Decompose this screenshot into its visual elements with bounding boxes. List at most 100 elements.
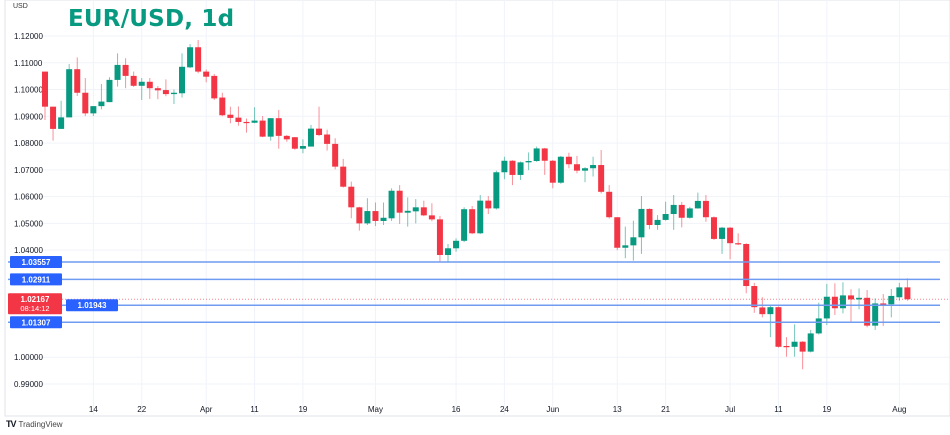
candle-body-down bbox=[606, 191, 613, 218]
candle-body-down bbox=[565, 156, 572, 165]
price-tick-label: 1.06000 bbox=[14, 193, 43, 202]
candle-body-down bbox=[243, 121, 250, 124]
candle-body-up bbox=[493, 172, 500, 209]
candle-body-up bbox=[896, 287, 903, 298]
candle-body-up bbox=[872, 303, 879, 326]
price-tick-label: 1.07000 bbox=[14, 166, 43, 175]
candle-body-up bbox=[590, 165, 597, 169]
candle-body-up bbox=[719, 227, 726, 239]
candle-body-up bbox=[58, 117, 65, 129]
price-tick-label: 1.04000 bbox=[14, 246, 43, 255]
tradingview-branding[interactable]: TV TradingView bbox=[6, 419, 63, 429]
horizontal-levels[interactable]: 1.03557 1.02911 1.01943 1.01307 1.0216708:14… bbox=[8, 256, 950, 329]
candle-body-up bbox=[299, 146, 306, 149]
candle-body-down bbox=[751, 286, 758, 308]
candle-body-down bbox=[799, 341, 806, 352]
last-price-badge bbox=[8, 293, 62, 315]
price-tick-label: 1.00000 bbox=[14, 353, 43, 362]
chart-title: EUR/USD, 1d bbox=[68, 6, 235, 32]
candle-body-down bbox=[573, 164, 580, 171]
candle-body-down bbox=[702, 200, 709, 218]
candle-body-up bbox=[888, 295, 895, 305]
candles bbox=[42, 40, 911, 370]
candle-body-up bbox=[453, 240, 460, 249]
candle-body-down bbox=[485, 200, 492, 209]
candle-body-down bbox=[162, 90, 169, 95]
candle-body-down bbox=[211, 75, 218, 99]
candle-body-up bbox=[267, 118, 274, 137]
candle-body-down bbox=[291, 137, 298, 149]
candle-body-down bbox=[775, 307, 782, 347]
candle-body-down bbox=[235, 117, 242, 122]
level-price-label: 1.01307 bbox=[22, 318, 51, 327]
candle-body-up bbox=[767, 307, 774, 315]
candle-body-down bbox=[340, 166, 347, 187]
candle-body-down bbox=[42, 71, 48, 107]
candle-body-up bbox=[662, 214, 669, 220]
bar-countdown-label: 08:14:12 bbox=[20, 304, 49, 313]
candle-body-down bbox=[614, 217, 621, 248]
time-tick-label: 16 bbox=[452, 405, 461, 414]
candle-body-down bbox=[195, 47, 202, 72]
candle-body-up bbox=[791, 341, 798, 347]
candle-body-up bbox=[823, 296, 830, 319]
level-price-label: 1.01943 bbox=[78, 301, 107, 310]
candle-body-up bbox=[388, 190, 395, 219]
candle-body-up bbox=[179, 66, 186, 94]
price-tick-label: 1.05000 bbox=[14, 219, 43, 228]
time-tick-label: Aug bbox=[892, 405, 906, 414]
candle-body-down bbox=[332, 143, 339, 167]
candle-body-up bbox=[364, 211, 371, 224]
candle-body-up bbox=[170, 92, 177, 95]
candle-body-up bbox=[686, 208, 693, 218]
price-tick-label: 0.99000 bbox=[14, 380, 43, 389]
time-tick-label: Jun bbox=[546, 405, 559, 414]
level-price-badge bbox=[10, 256, 62, 269]
candle-body-down bbox=[146, 81, 153, 89]
candle-body-down bbox=[904, 287, 911, 300]
candle-body-down bbox=[348, 186, 355, 208]
candle-body-up bbox=[380, 217, 387, 221]
candle-body-up bbox=[557, 156, 564, 183]
candle-body-down bbox=[356, 207, 363, 224]
candle-body-down bbox=[848, 295, 854, 300]
candle-body-up bbox=[98, 101, 105, 107]
candle-body-up bbox=[670, 204, 677, 215]
candle-body-down bbox=[203, 71, 210, 77]
candle-body-down bbox=[74, 69, 81, 93]
level-price-badge bbox=[10, 273, 62, 286]
candle-body-up bbox=[582, 168, 589, 171]
candle-body-up bbox=[412, 207, 419, 212]
candle-body-up bbox=[106, 79, 113, 103]
price-tick-label: 1.10000 bbox=[14, 86, 43, 95]
price-unit-label: USD bbox=[13, 3, 28, 10]
candle-body-down bbox=[710, 217, 717, 239]
candle-body-up bbox=[694, 200, 701, 209]
candle-body-down bbox=[428, 215, 435, 220]
candle-body-down bbox=[436, 219, 443, 255]
candle-body-up bbox=[461, 209, 468, 241]
candle-body-up bbox=[815, 318, 822, 334]
candle-body-down bbox=[735, 243, 742, 245]
level-price-badge bbox=[66, 299, 118, 312]
candle-body-down bbox=[122, 64, 129, 76]
candle-body-up bbox=[114, 64, 121, 80]
candle-body-down bbox=[324, 134, 331, 144]
candle-body-up bbox=[251, 120, 258, 123]
candle-body-down bbox=[743, 244, 750, 287]
candle-body-down bbox=[227, 114, 234, 118]
price-tick-label: 1.12000 bbox=[14, 32, 43, 41]
candle-body-down bbox=[759, 307, 766, 315]
level-price-badge bbox=[10, 316, 62, 329]
time-tick-label: Jul bbox=[725, 405, 735, 414]
candle-body-down bbox=[130, 75, 137, 86]
candle-body-up bbox=[90, 106, 97, 114]
candle-body-down bbox=[509, 160, 516, 175]
time-tick-label: 19 bbox=[822, 405, 831, 414]
time-tick-label: 13 bbox=[613, 405, 622, 414]
candle-body-up bbox=[533, 148, 540, 162]
candle-body-down bbox=[283, 135, 290, 140]
candle-body-up bbox=[638, 208, 645, 238]
candle-body-up bbox=[839, 295, 846, 309]
